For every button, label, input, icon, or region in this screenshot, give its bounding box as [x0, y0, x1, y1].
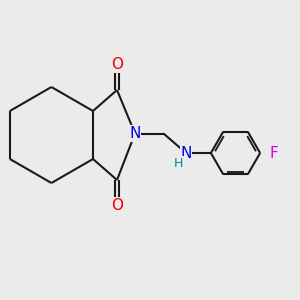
Text: N: N: [180, 146, 192, 160]
Text: O: O: [111, 57, 123, 72]
Text: N: N: [129, 126, 141, 141]
Text: O: O: [111, 198, 123, 213]
Text: H: H: [174, 157, 183, 170]
Text: F: F: [269, 146, 278, 160]
